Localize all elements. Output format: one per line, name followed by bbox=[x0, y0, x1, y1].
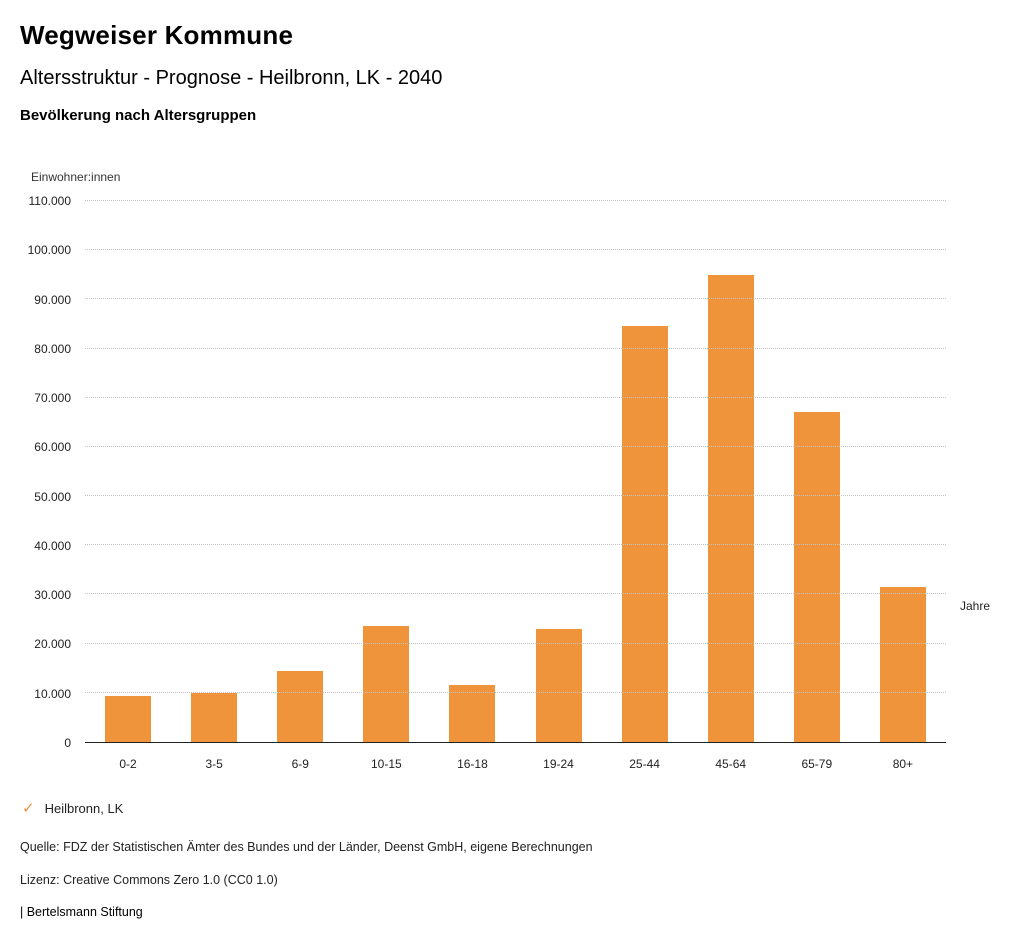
y-tick-label: 10.000 bbox=[34, 686, 71, 701]
x-tick-label: 80+ bbox=[892, 757, 914, 771]
y-axis-ticks: 0 10.000 20.000 30.000 40.000 50.000 60.000 70.… bbox=[20, 194, 85, 750]
bar-19-24 bbox=[535, 628, 582, 742]
plot-area bbox=[85, 200, 946, 743]
page: Wegweiser Kommune Altersstruktur - Progn… bbox=[20, 20, 1004, 919]
bar-slot bbox=[85, 201, 171, 742]
y-tick-label: 20.000 bbox=[34, 637, 71, 652]
x-tick-label: 6-9 bbox=[291, 757, 309, 771]
bar-slot bbox=[515, 201, 601, 742]
bar-3-5 bbox=[191, 693, 238, 742]
bar-slot bbox=[688, 201, 774, 742]
bar-65-79 bbox=[793, 412, 840, 742]
bar-slot bbox=[429, 201, 515, 742]
y-tick-label: 0 bbox=[64, 736, 71, 750]
y-tick-label: 110.000 bbox=[28, 194, 72, 208]
gridline bbox=[85, 347, 946, 349]
chart-heading: Bevölkerung nach Altersgruppen bbox=[20, 107, 257, 124]
y-tick-label: 30.000 bbox=[34, 588, 71, 603]
x-tick-label: 65-79 bbox=[801, 757, 833, 771]
x-tick-label: 16-18 bbox=[457, 757, 488, 771]
y-tick-label: 100.000 bbox=[27, 243, 71, 258]
license-text: Lizenz: Creative Commons Zero 1.0 (CC0 1… bbox=[20, 872, 278, 887]
gridline bbox=[85, 544, 946, 546]
legend-item-heilbronn[interactable]: ✓ Heilbronn, LK bbox=[22, 801, 1004, 816]
bar-6-9 bbox=[277, 670, 324, 742]
bar-slot bbox=[602, 201, 688, 742]
plot-row: 0 10.000 20.000 30.000 40.000 50.000 60.000 70.… bbox=[20, 194, 946, 750]
bar-25-44 bbox=[621, 326, 668, 742]
y-tick-label: 80.000 bbox=[34, 341, 71, 356]
x-tick-label: 45-64 bbox=[715, 757, 747, 771]
gridline bbox=[85, 642, 946, 644]
y-tick-label: 90.000 bbox=[34, 292, 71, 307]
bar-10-15 bbox=[363, 626, 410, 742]
bar-chart: Einwohner:innen 0 10.000 20.000 30.000 40.00… bbox=[20, 170, 1004, 771]
bar-slot bbox=[171, 201, 257, 742]
gridline bbox=[85, 691, 946, 693]
page-title: Wegweiser Kommune bbox=[20, 20, 294, 50]
x-tick-label: 19-24 bbox=[543, 757, 574, 771]
x-tick-label: 25-44 bbox=[629, 757, 660, 771]
bar-0-2 bbox=[105, 696, 152, 742]
x-axis-ticks: 0-2 3-5 6-9 10-15 16-18 19-24 25-44 45-64 65-79 8… bbox=[85, 743, 946, 771]
gridline bbox=[85, 200, 946, 201]
gridline bbox=[85, 593, 946, 595]
gridline bbox=[85, 445, 946, 447]
source-text: Quelle: FDZ der Statistischen Ämter des … bbox=[20, 840, 593, 854]
y-tick-label: 50.000 bbox=[34, 489, 71, 504]
footer: Quelle: FDZ der Statistischen Ämter des … bbox=[20, 840, 1004, 919]
x-axis-title: Jahre bbox=[959, 599, 990, 613]
y-tick-label: 40.000 bbox=[34, 538, 71, 553]
bar-slot bbox=[860, 201, 946, 742]
bar-slot bbox=[774, 201, 860, 742]
bar-slot bbox=[257, 201, 343, 742]
bar-80+ bbox=[879, 587, 926, 742]
y-tick-label: 60.000 bbox=[34, 440, 71, 455]
bar-45-64 bbox=[707, 274, 754, 742]
y-axis-title: Einwohner:innen bbox=[31, 170, 121, 184]
bar-16-18 bbox=[449, 685, 496, 742]
x-tick-label: 0-2 bbox=[119, 757, 137, 771]
legend-label: Heilbronn, LK bbox=[44, 801, 124, 816]
check-icon: ✓ bbox=[22, 800, 35, 817]
gridline bbox=[85, 396, 946, 398]
gridline bbox=[85, 495, 946, 497]
gridline bbox=[85, 249, 946, 251]
bar-slot bbox=[343, 201, 429, 742]
gridline bbox=[85, 298, 946, 300]
x-tick-label: 10-15 bbox=[370, 757, 402, 771]
page-subtitle: Altersstruktur - Prognose - Heilbronn, L… bbox=[20, 67, 443, 89]
x-tick-label: 3-5 bbox=[205, 757, 223, 771]
bars-container bbox=[85, 201, 946, 742]
attribution-text: | Bertelsmann Stiftung bbox=[20, 905, 143, 919]
y-tick-label: 70.000 bbox=[34, 391, 71, 406]
